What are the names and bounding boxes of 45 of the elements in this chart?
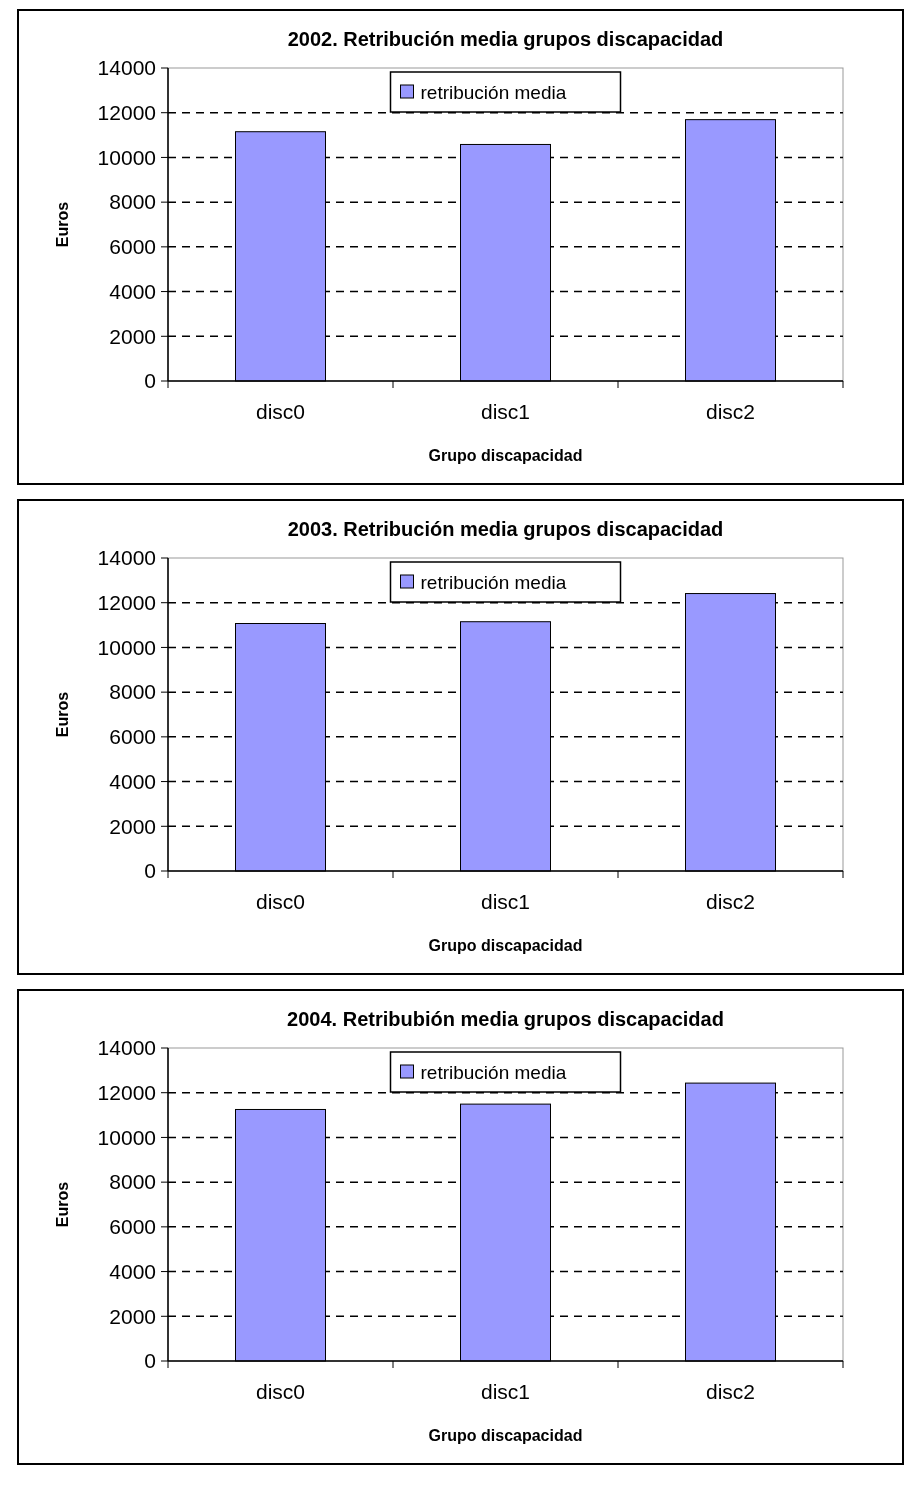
y-tick-label: 12000 bbox=[97, 591, 156, 615]
y-tick-label: 12000 bbox=[97, 1081, 156, 1105]
y-tick-label: 8000 bbox=[109, 680, 156, 704]
y-tick-label: 0 bbox=[144, 1349, 156, 1373]
chart-title: 2003. Retribución media grupos discapacidad bbox=[287, 518, 724, 540]
y-tick-label: 10000 bbox=[97, 1125, 156, 1149]
y-tick-label: 2000 bbox=[109, 324, 156, 348]
x-tick-label: disc0 bbox=[255, 1380, 306, 1403]
legend-label: retribución media bbox=[420, 571, 567, 593]
y-axis-title: Euros bbox=[54, 691, 71, 738]
y-tick-label: 14000 bbox=[97, 1036, 156, 1060]
chart-title: 2004. Retribubión media grupos discapacidad bbox=[287, 1008, 724, 1030]
y-axis-title: Euros bbox=[54, 201, 71, 248]
x-tick-label: disc1 bbox=[480, 890, 531, 913]
x-axis-title: Grupo discapacidad bbox=[428, 447, 583, 464]
x-tick-label: disc2 bbox=[705, 1380, 756, 1403]
y-tick-label: 6000 bbox=[109, 725, 156, 749]
y-tick-label: 10000 bbox=[97, 635, 156, 659]
x-tick-label: disc1 bbox=[480, 1380, 531, 1403]
y-tick-label: 8000 bbox=[109, 190, 156, 214]
legend-label: retribución media bbox=[420, 1061, 567, 1083]
y-tick-label: 6000 bbox=[109, 1215, 156, 1239]
y-tick-label: 12000 bbox=[97, 101, 156, 125]
y-tick-label: 14000 bbox=[97, 56, 156, 80]
y-tick-label: 2000 bbox=[109, 814, 156, 838]
x-axis-title: Grupo discapacidad bbox=[428, 937, 583, 954]
x-axis-title: Grupo discapacidad bbox=[428, 1427, 583, 1444]
y-tick-label: 10000 bbox=[97, 145, 156, 169]
y-tick-label: 0 bbox=[144, 859, 156, 883]
x-tick-label: disc2 bbox=[705, 400, 756, 423]
y-tick-label: 2000 bbox=[109, 1304, 156, 1328]
y-tick-label: 4000 bbox=[109, 279, 156, 303]
y-tick-label: 8000 bbox=[109, 1170, 156, 1194]
x-tick-label: disc0 bbox=[255, 400, 306, 423]
x-tick-label: disc0 bbox=[255, 890, 306, 913]
y-axis-title: Euros bbox=[54, 1181, 71, 1228]
y-tick-label: 14000 bbox=[97, 546, 156, 570]
x-tick-label: disc2 bbox=[705, 890, 756, 913]
x-tick-label: disc1 bbox=[480, 400, 531, 423]
y-tick-label: 0 bbox=[144, 369, 156, 393]
chart-title: 2002. Retribución media grupos discapacidad bbox=[287, 28, 724, 50]
y-tick-label: 6000 bbox=[109, 235, 156, 259]
y-tick-label: 4000 bbox=[109, 1259, 156, 1283]
y-tick-label: 4000 bbox=[109, 769, 156, 793]
legend-label: retribución media bbox=[420, 81, 567, 103]
